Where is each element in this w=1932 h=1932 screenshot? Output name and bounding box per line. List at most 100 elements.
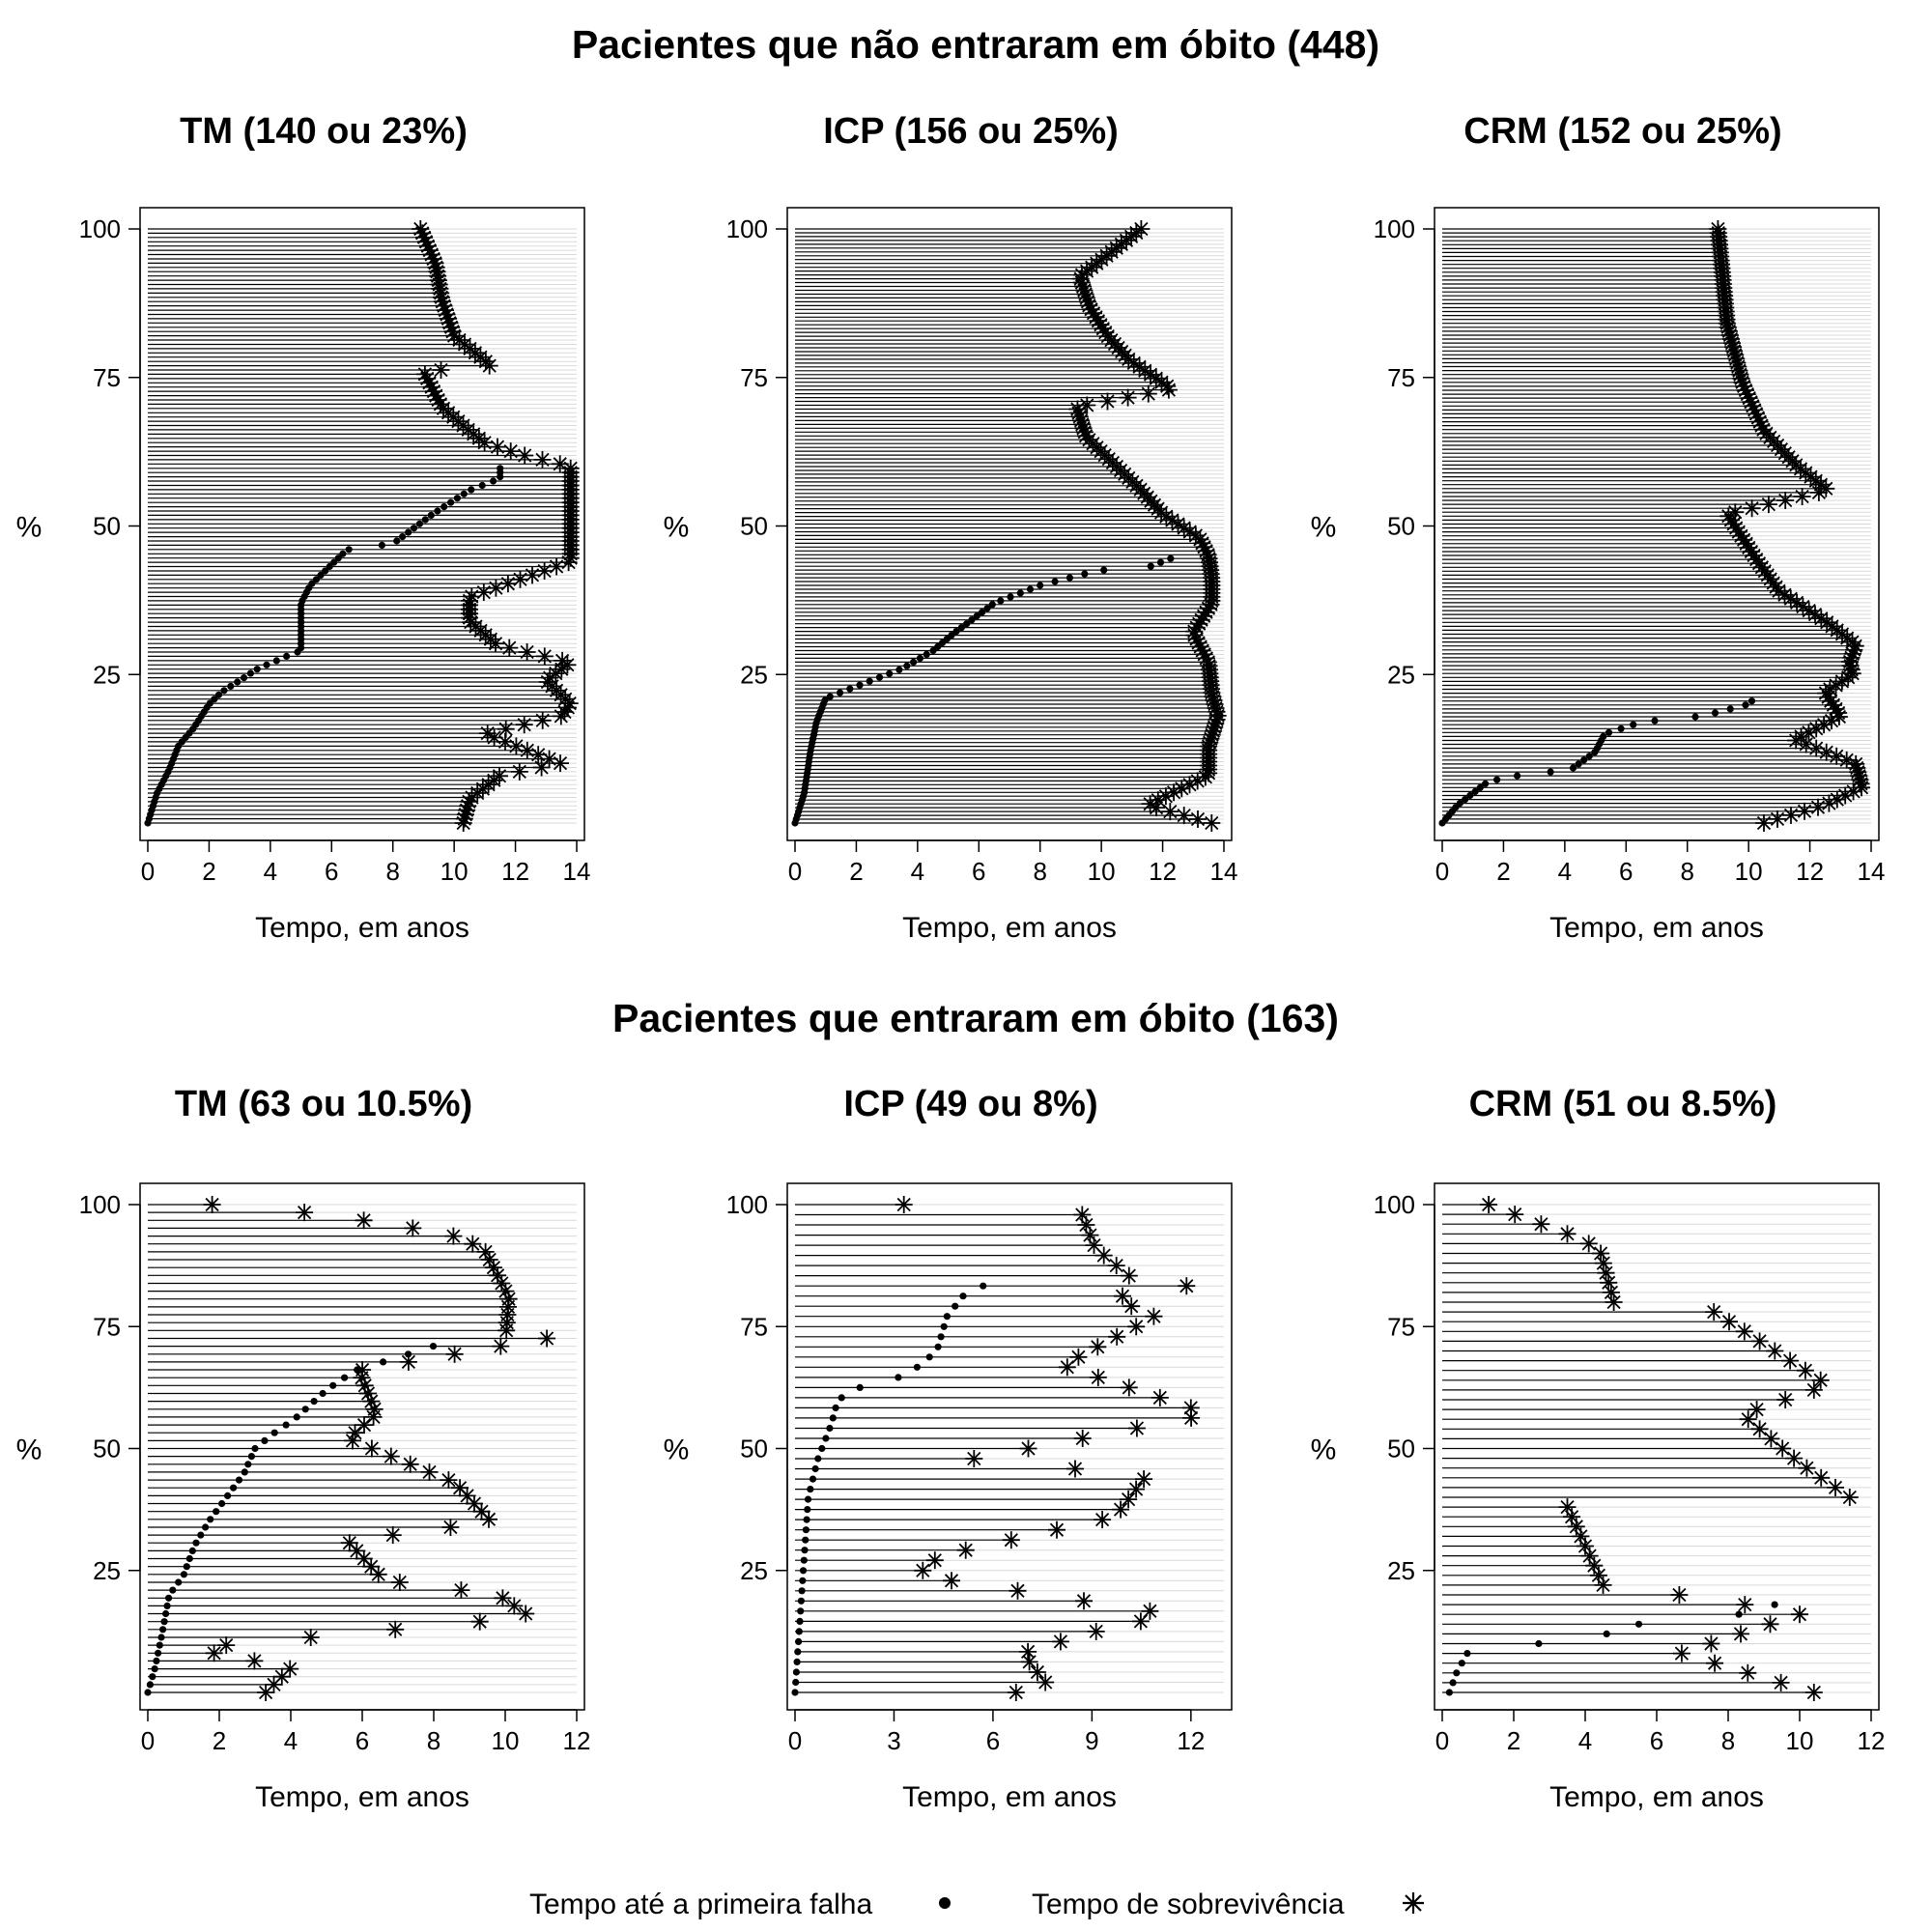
failure-point [334,554,342,562]
failure-point [826,693,834,700]
survival-point [1178,1277,1196,1295]
plot-frame [139,1182,585,1711]
survival-point [1739,1663,1757,1682]
failure-point [329,1381,337,1389]
survival-point [1141,1602,1159,1620]
failure-point [317,571,325,580]
survival-point [1161,803,1179,821]
section-title-survivors: Pacientes que não entraram em óbito (448… [572,22,1379,67]
failure-point [312,576,321,583]
failure-point [399,533,407,541]
failure-point [1463,1650,1471,1658]
failure-point [497,465,504,472]
survival-point [1798,1459,1816,1477]
survival-point [480,1510,497,1528]
failure-point [802,1526,810,1534]
failure-point [1466,791,1474,800]
survival-point [369,1565,387,1583]
failure-point [1617,724,1625,732]
survival-point [491,767,508,785]
failure-point [903,662,911,669]
failure-point [197,1531,205,1539]
panel-title: TM (63 ou 10.5%) [175,1084,472,1124]
y-tick-label: 100 [79,1190,121,1219]
failure-point [207,1516,214,1523]
survival-point [1592,1244,1610,1263]
y-axis: 25 50 75 100% [664,214,788,689]
survival-point [340,1534,358,1552]
x-tick-label: 6 [355,1726,369,1755]
y-tick-label: 25 [93,1556,121,1585]
patient-markers [1445,1196,1859,1701]
failure-point [1065,574,1073,582]
survival-point [1781,1351,1800,1370]
failure-point [410,525,418,532]
failure-point [795,1628,803,1635]
failure-point [156,1641,163,1649]
survival-point [1089,1368,1107,1386]
y-axis-title: % [1311,1435,1337,1466]
failure-point [1630,721,1637,728]
x-tick-label: 6 [1650,1726,1663,1755]
x-tick-label: 12 [501,857,529,886]
failure-point [185,1554,193,1563]
survival-point [487,579,505,597]
failure-point [1476,783,1484,791]
survival-point [551,455,569,473]
y-tick-label: 75 [1387,1312,1415,1341]
x-tick-label: 14 [1858,857,1886,886]
survival-point [1051,1633,1069,1651]
failure-point [1547,768,1554,776]
failure-point [157,1634,165,1641]
failure-point [800,1556,808,1564]
x-axis: 0 2 4 6 8 10 12 14 Tempo, em anos [1435,839,1886,944]
survival-point [1120,1491,1138,1509]
x-axis-title: Tempo, em anos [1549,912,1764,944]
survival-point [1672,1644,1690,1662]
failure-point [1471,787,1479,796]
x-tick-label: 2 [849,857,863,886]
failure-point [923,650,930,659]
survival-point [1112,1500,1130,1519]
survival-point [1750,1332,1769,1350]
y-tick-label: 50 [1387,1435,1415,1463]
survival-point [1759,496,1777,514]
survival-point [1594,1254,1612,1272]
survival-point [1120,1378,1138,1397]
survival-point [516,446,534,465]
patient-lines [795,228,1224,824]
y-tick-label: 25 [93,660,121,689]
x-axis-title: Tempo, em anos [1549,1781,1764,1813]
survival-point [1840,1489,1859,1506]
legend-survival-label: Tempo de sobrevivência [1032,1889,1345,1920]
survival-point [1069,1348,1088,1366]
survival-point [1804,1684,1823,1701]
failure-point [1575,760,1582,768]
failure-point [427,511,435,520]
survival-point [1532,1215,1550,1234]
failure-point [795,1637,803,1645]
failure-point [983,605,991,612]
survival-point [1165,783,1183,802]
failure-point [1535,1639,1543,1648]
failure-point [913,1363,922,1371]
survival-point [943,1572,960,1590]
survival-point [1755,814,1773,832]
survival-point [301,1629,320,1646]
chart-panel-2: ICP (156 ou 25%) 0 2 4 6 8 10 12 14 Tempo, em ano… [664,111,1238,944]
failure-point [838,1394,845,1402]
failure-point [247,1453,255,1461]
survival-point [548,557,566,576]
failure-point [155,1649,162,1657]
survival-point [362,1439,381,1458]
survival-point [1720,1313,1738,1331]
failure-point [934,642,942,651]
failure-point [230,1484,238,1492]
x-tick-label: 0 [788,1726,802,1755]
survival-point [1108,1327,1126,1346]
survival-point [1772,1673,1790,1691]
survival-point [451,1479,469,1497]
failure-point [339,550,347,557]
survival-point [1181,1399,1200,1417]
survival-point [533,450,552,469]
